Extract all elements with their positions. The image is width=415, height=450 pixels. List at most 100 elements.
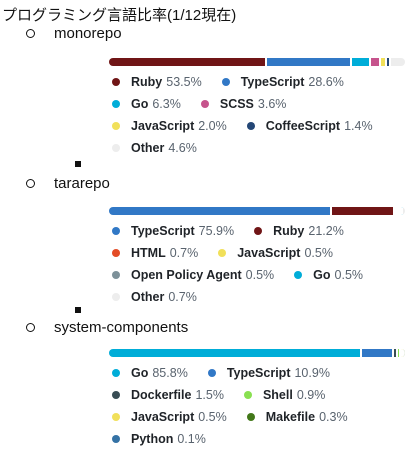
circle-bullet-icon	[26, 179, 35, 188]
language-color-dot-icon	[112, 249, 120, 257]
language-color-dot-icon	[218, 249, 227, 257]
language-name: Open Policy Agent	[131, 268, 242, 282]
language-percent: 28.6%	[308, 75, 344, 89]
bar-segment	[398, 349, 401, 357]
bar-segment	[394, 207, 397, 215]
bar-segment	[400, 349, 403, 357]
repo-name: tararepo	[54, 175, 110, 192]
language-color-dot-icon	[112, 413, 120, 421]
language-color-dot-icon	[112, 369, 120, 377]
language-color-dot-icon	[254, 227, 263, 235]
language-percent: 0.5%	[198, 410, 227, 424]
legend-item: JavaScript 0.5%	[112, 410, 227, 424]
language-color-dot-icon	[112, 144, 120, 152]
bar-segment	[402, 207, 405, 215]
language-percent: 2.0%	[198, 119, 227, 133]
language-name: Makefile	[265, 410, 316, 424]
language-name: TypeScript	[226, 366, 291, 380]
circle-bullet-icon	[26, 323, 35, 332]
legend-row: Ruby 53.5% TypeScript 28.6%	[112, 71, 393, 93]
bar-segment	[109, 58, 268, 66]
square-bullet-icon	[75, 307, 81, 313]
legend-item: TypeScript 10.9%	[207, 366, 330, 380]
legend-item: TypeScript 75.9%	[112, 224, 234, 238]
language-bar-monorepo	[109, 58, 405, 66]
language-name: Dockerfile	[131, 388, 192, 402]
language-legend-monorepo: Ruby 53.5% TypeScript 28.6% Go 6.3% SCSS 3.6% Ja…	[112, 71, 393, 159]
language-percent: 0.5%	[304, 246, 333, 260]
language-name: JavaScript	[131, 410, 195, 424]
legend-item: Ruby 21.2%	[254, 224, 344, 238]
legend-item: Go 6.3%	[112, 97, 181, 111]
language-color-dot-icon	[200, 100, 209, 108]
legend-row: Python 0.1%	[112, 428, 368, 450]
language-color-dot-icon	[221, 78, 230, 86]
legend-item: SCSS 3.6%	[200, 97, 286, 111]
language-bar-tararepo	[109, 207, 405, 215]
bar-segment	[109, 349, 362, 357]
legend-row: Open Policy Agent 0.5% Go 0.5%	[112, 264, 383, 286]
legend-row: Other 0.7%	[112, 286, 383, 308]
circle-bullet-icon	[26, 29, 35, 38]
language-percent: 0.3%	[319, 410, 348, 424]
language-name: Go	[313, 268, 331, 282]
language-name: TypeScript	[131, 224, 195, 238]
bar-segment	[387, 58, 392, 66]
language-legend-system-components: Go 85.8% TypeScript 10.9% Dockerfile 1.5% Shel…	[112, 362, 368, 450]
language-color-dot-icon	[112, 122, 120, 130]
legend-row: Other 4.6%	[112, 137, 393, 159]
legend-row: Dockerfile 1.5% Shell 0.9%	[112, 384, 368, 406]
legend-item: Open Policy Agent 0.5%	[112, 268, 274, 282]
language-name: CoffeeScript	[265, 119, 341, 133]
language-color-dot-icon	[112, 293, 120, 301]
legend-row: HTML 0.7% JavaScript 0.5%	[112, 242, 383, 264]
bar-segment	[391, 58, 405, 66]
language-color-dot-icon	[112, 227, 120, 235]
legend-item: Go 85.8%	[112, 366, 188, 380]
language-name: SCSS	[219, 97, 254, 111]
language-color-dot-icon	[246, 413, 255, 421]
bar-segment	[398, 207, 401, 215]
language-color-dot-icon	[112, 271, 120, 279]
language-percent: 4.6%	[168, 141, 197, 155]
language-name: TypeScript	[240, 75, 305, 89]
legend-item: Other 4.6%	[112, 141, 197, 155]
legend-item: Python 0.1%	[112, 432, 206, 446]
legend-item: Makefile 0.3%	[246, 410, 348, 424]
legend-row: Go 85.8% TypeScript 10.9%	[112, 362, 368, 384]
legend-item: TypeScript 28.6%	[221, 75, 344, 89]
repo-name: system-components	[54, 319, 189, 336]
language-percent: 10.9%	[294, 366, 330, 380]
language-percent: 0.7%	[168, 290, 197, 304]
legend-item: Ruby 53.5%	[112, 75, 202, 89]
repo-heading-tararepo: tararepo	[26, 175, 110, 192]
legend-row: Go 6.3% SCSS 3.6%	[112, 93, 393, 115]
legend-row: JavaScript 0.5% Makefile 0.3%	[112, 406, 368, 428]
language-name: Go	[131, 97, 149, 111]
bar-segment	[402, 349, 405, 357]
language-percent: 1.4%	[344, 119, 373, 133]
repo-name: monorepo	[54, 25, 122, 42]
language-percent: 0.7%	[169, 246, 199, 260]
legend-item: HTML 0.7%	[112, 246, 198, 260]
language-percent: 0.1%	[177, 432, 206, 446]
legend-row: TypeScript 75.9% Ruby 21.2%	[112, 220, 383, 242]
bar-segment	[381, 58, 388, 66]
legend-item: Dockerfile 1.5%	[112, 388, 224, 402]
language-percent: 21.2%	[308, 224, 344, 238]
language-percent: 1.5%	[195, 388, 224, 402]
bar-segment	[396, 207, 399, 215]
language-percent: 0.9%	[296, 388, 326, 402]
square-bullet-icon	[75, 161, 81, 167]
language-color-dot-icon	[294, 271, 303, 279]
language-color-dot-icon	[243, 391, 252, 399]
language-name: HTML	[131, 246, 166, 260]
legend-row: JavaScript 2.0% CoffeeScript 1.4%	[112, 115, 393, 137]
language-name: JavaScript	[237, 246, 301, 260]
bar-segment	[393, 349, 399, 357]
bar-segment	[109, 207, 333, 215]
language-legend-tararepo: TypeScript 75.9% Ruby 21.2% HTML 0.7% JavaScri…	[112, 220, 383, 308]
bar-segment	[332, 207, 395, 215]
repo-heading-system-components: system-components	[26, 319, 188, 336]
language-name: Other	[131, 290, 165, 304]
